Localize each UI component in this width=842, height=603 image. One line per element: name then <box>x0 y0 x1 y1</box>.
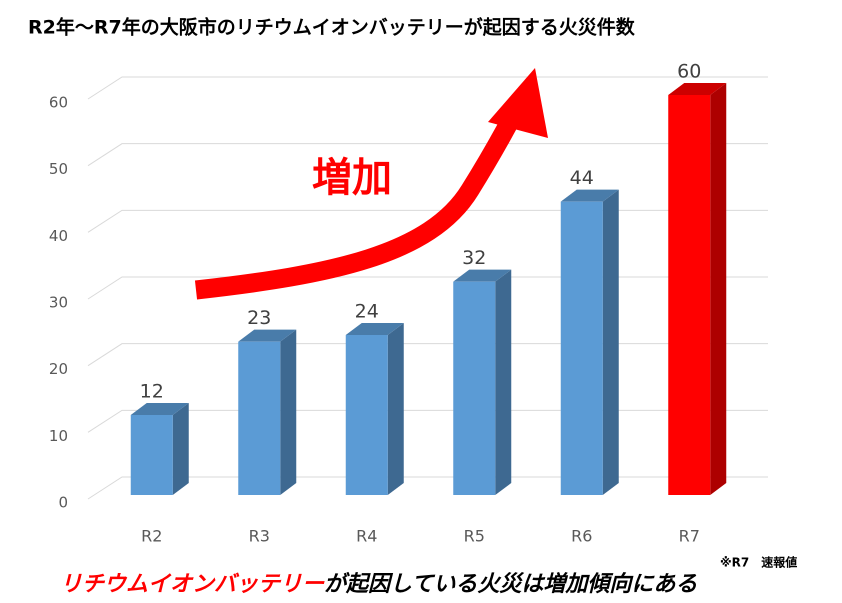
value-label: 60 <box>677 61 701 83</box>
x-tick-label: R2 <box>141 527 162 546</box>
bar-side <box>280 329 297 495</box>
y-tick-label: 0 <box>58 494 68 512</box>
bar-top <box>453 269 512 282</box>
bar-front <box>345 335 388 495</box>
note: ※R7 速報値 <box>720 555 797 570</box>
bar <box>238 329 297 495</box>
value-label: 12 <box>140 381 164 403</box>
bar-front <box>453 281 496 495</box>
y-tick-label: 10 <box>49 427 68 445</box>
value-label: 44 <box>570 167 594 189</box>
x-tick-label: R5 <box>464 527 485 546</box>
bar <box>453 269 512 495</box>
bar-side <box>387 323 404 495</box>
bar-side <box>602 189 619 495</box>
bar <box>668 83 727 495</box>
bar <box>345 323 404 495</box>
value-label: 23 <box>247 307 271 329</box>
bar-front <box>668 95 711 495</box>
bar-top <box>345 323 404 335</box>
y-tick-label: 50 <box>49 160 68 178</box>
bar-top <box>560 189 619 202</box>
bars: R2 12 R3 23 R4 24 R5 32 R6 44 R7 60 <box>130 61 727 546</box>
x-tick-label: R3 <box>249 527 270 546</box>
x-tick-label: R4 <box>356 527 377 546</box>
grid-line <box>87 143 768 167</box>
y-tick-label: 30 <box>49 294 68 312</box>
y-tick-label: 20 <box>49 360 68 378</box>
grid-line <box>87 209 768 233</box>
footer-text: が起因している火災は増加傾向にある <box>324 571 697 597</box>
bar-side <box>710 83 727 495</box>
bar-top <box>668 83 727 95</box>
chart-title: R2年～R7年の大阪市のリチウムイオンバッテリーが起因する火災件数 <box>28 16 636 39</box>
value-label: 24 <box>355 301 379 323</box>
y-tick-label: 60 <box>49 94 68 112</box>
bar-side <box>495 269 512 495</box>
annotation: 増加 <box>312 155 392 201</box>
bar <box>130 403 189 495</box>
grid-line <box>87 409 768 433</box>
x-tick-label: R7 <box>679 527 700 546</box>
bar-side <box>172 403 189 495</box>
value-label: 32 <box>462 247 486 269</box>
bar-front <box>130 415 173 495</box>
bar-front <box>560 201 603 495</box>
bar-top <box>130 403 189 415</box>
bar-front <box>238 341 281 495</box>
footer-highlight: リチウムイオンバッテリー <box>60 572 325 597</box>
bar-top <box>238 329 297 342</box>
x-tick-label: R6 <box>571 527 592 546</box>
footer: リチウムイオンバッテリーが起因している火災は増加傾向にある <box>60 571 697 597</box>
arrow-body <box>194 107 524 300</box>
bar <box>560 189 619 495</box>
trend-arrow <box>194 68 548 300</box>
y-tick-label: 40 <box>49 227 68 245</box>
arrow-head <box>488 68 548 138</box>
grid-line <box>87 276 768 300</box>
grid-line <box>87 476 768 500</box>
grid-line <box>87 343 768 367</box>
grid: 0 10 20 30 40 50 60 <box>49 76 768 512</box>
grid-line <box>87 76 768 100</box>
